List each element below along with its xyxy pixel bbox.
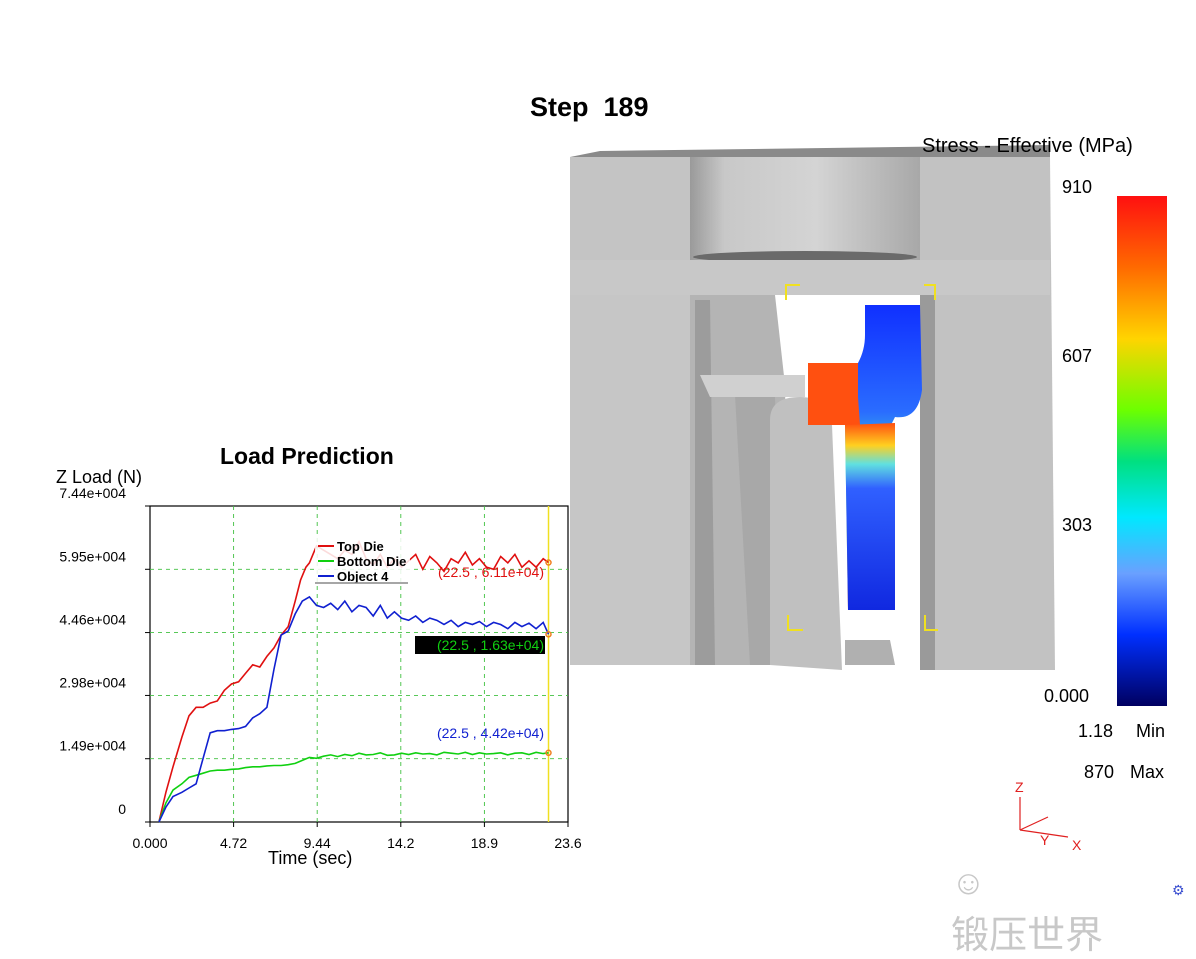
triad-y-label: Y [1040, 832, 1050, 848]
x-tick-label: 23.6 [554, 835, 581, 851]
watermark-text: 锻压世界 [951, 915, 1104, 957]
legend-label: Object 4 [337, 569, 389, 584]
legend-tick-1: 303 [1062, 515, 1093, 535]
y-axis-label: Z Load (N) [56, 467, 143, 487]
legend-title: Stress - Effective (MPa) [922, 135, 1133, 157]
legend-label: Bottom Die [337, 554, 406, 569]
legend-tick-max: 910 [1062, 177, 1093, 197]
y-tick-label: 5.95e+004 [59, 548, 126, 564]
series-line-3 [158, 595, 550, 823]
workpiece-stress-contour[interactable] [808, 305, 922, 610]
y-tick-label: 7.44e+004 [59, 485, 126, 501]
y-tick-label: 2.98e+004 [59, 674, 126, 690]
forging-model-view[interactable] [560, 135, 1065, 675]
chart-title: Load Prediction [220, 443, 394, 469]
x-tick-label: 0.000 [132, 835, 167, 851]
x-tick-label: 18.9 [471, 835, 498, 851]
max-value: 870 [1084, 762, 1115, 782]
triad-z-label: Z [1015, 779, 1024, 795]
y-tick-label: 0 [118, 801, 126, 817]
selection-bracket [785, 284, 938, 631]
die-body [570, 145, 1055, 670]
x-tick-label: 14.2 [387, 835, 414, 851]
triad-x-label: X [1072, 837, 1082, 853]
series-cursor-point [545, 749, 552, 757]
load-chart[interactable]: 0.000 4.72 9.44 14.2 18.9 23.6 0 1.49e+004 2.98e… [0, 0, 600, 904]
watermark: ☺ 锻压世界 [930, 818, 1103, 959]
series-line-2 [158, 751, 549, 823]
series-annotation: (22.5 , 1.63e+04) [437, 637, 544, 653]
legend-tick-min: 0.000 [1044, 686, 1090, 706]
stress-colorbar [1117, 196, 1167, 706]
series-cursor-point [545, 559, 552, 566]
axis-triad-icon: Z Y X [1015, 779, 1082, 853]
x-tick-label: 9.44 [304, 835, 331, 851]
legend-tick-2: 607 [1062, 346, 1093, 366]
min-label: Min [1136, 721, 1166, 741]
y-tick-label: 1.49e+004 [59, 738, 126, 754]
step-title: Step 189 [530, 92, 649, 122]
x-axis-label: Time (sec) [268, 848, 353, 868]
series-annotation: (22.5 , 6.11e+04) [438, 564, 544, 580]
series-annotation: (22.5 , 4.42e+04) [437, 725, 544, 741]
legend-label: Top Die [337, 539, 384, 554]
x-tick-label: 4.72 [220, 835, 247, 851]
annotation-bg [415, 636, 545, 654]
wechat-icon: ☺ [951, 864, 986, 902]
series-cursor-point [545, 631, 552, 638]
max-label: Max [1130, 762, 1165, 782]
small-settings-icon[interactable]: ⚙ [1172, 882, 1185, 898]
y-tick-label: 4.46e+004 [59, 612, 126, 628]
min-value: 1.18 [1078, 721, 1114, 741]
